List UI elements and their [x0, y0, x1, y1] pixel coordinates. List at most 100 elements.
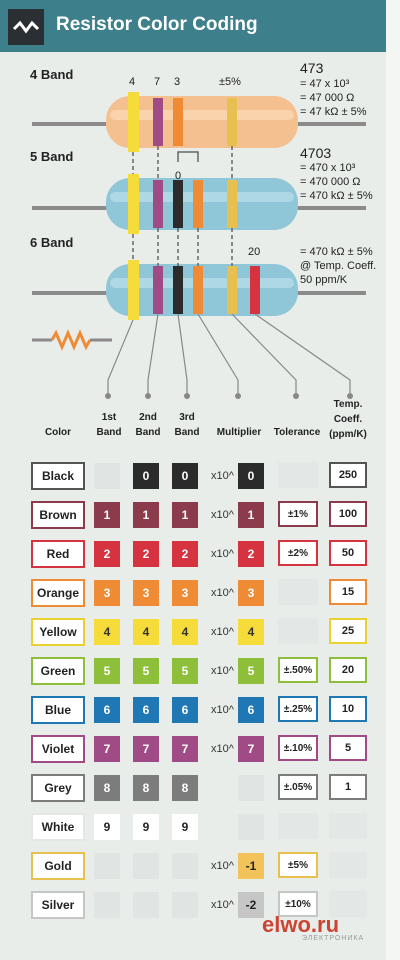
- color-name: White: [31, 813, 85, 841]
- col-tolerance: Tolerance: [273, 427, 321, 438]
- digit-b1: 4: [94, 619, 120, 645]
- digit-b1: 6: [94, 697, 120, 723]
- digit-b3: 5: [172, 658, 198, 684]
- digit-b2: 3: [133, 580, 159, 606]
- col-color: Color: [44, 427, 72, 438]
- formula-6-line1: = 470 kΩ ± 5%: [300, 246, 373, 258]
- formula-4-line3: = 47 kΩ ± 5%: [300, 106, 367, 118]
- tempco-value: [329, 813, 367, 839]
- color-name: Silver: [31, 891, 85, 919]
- color-name: Grey: [31, 774, 85, 802]
- color-name: Green: [31, 657, 85, 685]
- digit-b3: 3: [172, 580, 198, 606]
- page-title: Resistor Color Coding: [56, 14, 258, 35]
- col-band1: 1st Band: [96, 412, 122, 438]
- multiplier-value: 0: [238, 463, 264, 489]
- header-bar: Resistor Color Coding: [0, 0, 386, 52]
- formula-5-line2: = 470 000 Ω: [300, 176, 361, 188]
- digit-b2: [133, 853, 159, 879]
- digit-b2: 1: [133, 502, 159, 528]
- digit-b2: 4: [133, 619, 159, 645]
- digit-b1: 7: [94, 736, 120, 762]
- multiplier-prefix: x10^: [211, 626, 234, 638]
- tolerance-value: ±.05%: [278, 774, 318, 800]
- digit-b1: [94, 853, 120, 879]
- waveform-icon: [8, 9, 44, 45]
- multiplier-prefix: x10^: [211, 665, 234, 677]
- multiplier-prefix: x10^: [211, 587, 234, 599]
- digit-b3: 1: [172, 502, 198, 528]
- color-name: Violet: [31, 735, 85, 763]
- digit-b2: 8: [133, 775, 159, 801]
- col-multiplier: Multiplier: [216, 427, 262, 438]
- multiplier-value: 2: [238, 541, 264, 567]
- digit-b2: 9: [133, 814, 159, 840]
- digit-b1: 8: [94, 775, 120, 801]
- tempco-value: 1: [329, 774, 367, 800]
- digit-b2: 0: [133, 463, 159, 489]
- code-473: 473: [300, 60, 324, 76]
- formula-5-line1: = 470 x 10³: [300, 162, 356, 174]
- multiplier-value: 7: [238, 736, 264, 762]
- digit-b3: [172, 853, 198, 879]
- digit-b2: 5: [133, 658, 159, 684]
- digit-b3: 6: [172, 697, 198, 723]
- formula-5-line3: = 470 kΩ ± 5%: [300, 190, 373, 202]
- multiplier-value: [238, 814, 264, 840]
- side-strip: [386, 0, 400, 960]
- formula-4-line2: = 47 000 Ω: [300, 92, 355, 104]
- digit-b3: 9: [172, 814, 198, 840]
- digit-7: 7: [154, 76, 161, 88]
- digit-b3: [172, 892, 198, 918]
- digit-b3: 2: [172, 541, 198, 567]
- multiplier-prefix: x10^: [211, 548, 234, 560]
- digit-b2: 6: [133, 697, 159, 723]
- multiplier-prefix: x10^: [211, 743, 234, 755]
- tempco-value: 25: [329, 618, 367, 644]
- multiplier-value: 4: [238, 619, 264, 645]
- color-name: Gold: [31, 852, 85, 880]
- digit-b1: [94, 892, 120, 918]
- tempco-value: 15: [329, 579, 367, 605]
- multiplier-prefix: x10^: [211, 470, 234, 482]
- tempco-value: 50: [329, 540, 367, 566]
- digit-0: 0: [175, 170, 182, 182]
- tempco-value: 250: [329, 462, 367, 488]
- digit-b3: 8: [172, 775, 198, 801]
- tempco-value: 5: [329, 735, 367, 761]
- col-tempco: Temp. Coeff. (ppm/K): [329, 399, 367, 440]
- digit-b2: [133, 892, 159, 918]
- formula-6-line2: @ Temp. Coeff.: [300, 260, 377, 272]
- formula-4-line1: = 47 x 10³: [300, 78, 350, 90]
- multiplier-value: 1: [238, 502, 264, 528]
- watermark-logo: elwo.ru: [262, 912, 340, 937]
- label-4-band: 4 Band: [30, 67, 74, 82]
- tolerance-value: ±5%: [278, 852, 318, 878]
- tempco-digit: 20: [248, 246, 261, 258]
- tempco-value: 100: [329, 501, 367, 527]
- multiplier-prefix: x10^: [211, 860, 234, 872]
- tolerance-value: [278, 618, 318, 644]
- digit-b1: 5: [94, 658, 120, 684]
- col-band3: 3rd Band: [174, 412, 200, 438]
- formula-6-line3: 50 ppm/K: [300, 274, 348, 286]
- digit-b1: 3: [94, 580, 120, 606]
- multiplier-value: 5: [238, 658, 264, 684]
- color-name: Blue: [31, 696, 85, 724]
- tolerance-value: ±.50%: [278, 657, 318, 683]
- color-name: Brown: [31, 501, 85, 529]
- multiplier-value: 6: [238, 697, 264, 723]
- tolerance-value: ±10%: [278, 891, 318, 917]
- multiplier-prefix: x10^: [211, 704, 234, 716]
- digit-b1: 1: [94, 502, 120, 528]
- tolerance-value: ±.10%: [278, 735, 318, 761]
- label-6-band: 6 Band: [30, 235, 74, 250]
- tolerance-value: [278, 462, 318, 488]
- digit-3: 3: [174, 76, 181, 88]
- color-name: Orange: [31, 579, 85, 607]
- tolerance-value: ±.25%: [278, 696, 318, 722]
- tempco-value: 10: [329, 696, 367, 722]
- digit-4: 4: [129, 76, 136, 88]
- tempco-value: [329, 891, 367, 917]
- digit-b3: 7: [172, 736, 198, 762]
